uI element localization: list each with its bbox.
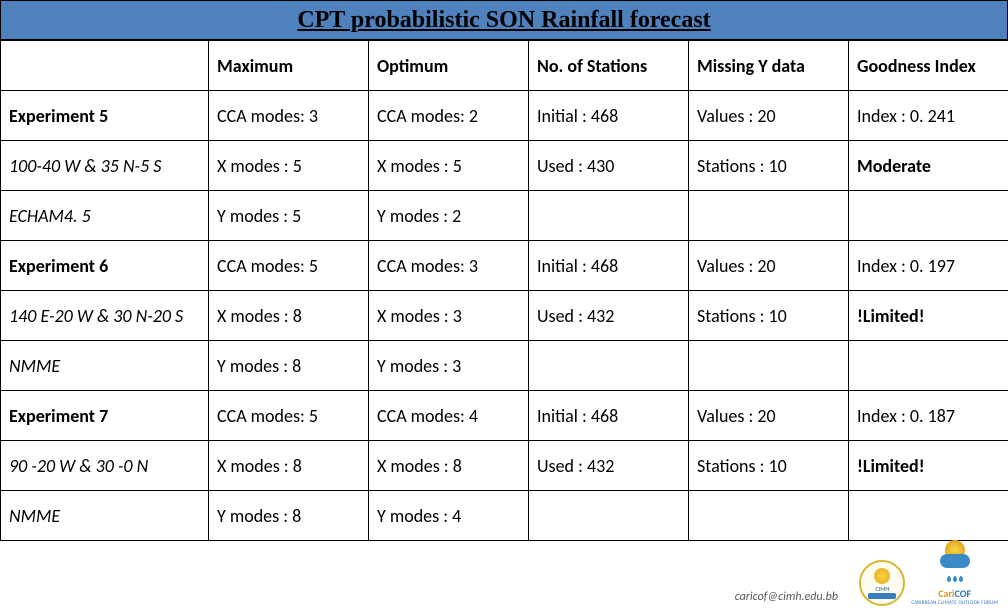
table-cell: Values : 20 — [689, 241, 849, 291]
table-cell: X modes : 8 — [209, 291, 369, 341]
table-row: 90 -20 W & 30 -0 NX modes : 8X modes : 8… — [1, 441, 1008, 491]
table-cell: NMME — [1, 341, 209, 391]
cimh-label: CIMH — [876, 585, 890, 593]
table-cell: Y modes : 3 — [369, 341, 529, 391]
table-cell: X modes : 3 — [369, 291, 529, 341]
table-cell — [849, 341, 1008, 391]
table-row: Experiment 5CCA modes: 3CCA modes: 2Init… — [1, 91, 1008, 141]
table-cell: Index : 0. 187 — [849, 391, 1008, 441]
table-cell: X modes : 5 — [209, 141, 369, 191]
table-row: Experiment 6CCA modes: 5CCA modes: 3Init… — [1, 241, 1008, 291]
table-cell: Experiment 6 — [1, 241, 209, 291]
table-cell: Experiment 7 — [1, 391, 209, 441]
table-cell: Stations : 10 — [689, 141, 849, 191]
footer-email: caricof@cimh.edu.bb — [735, 590, 838, 604]
table-cell: Initial : 468 — [529, 391, 689, 441]
table-cell: Experiment 5 — [1, 91, 209, 141]
table-cell: Y modes : 5 — [209, 191, 369, 241]
wave-icon — [868, 593, 896, 599]
forecast-table: MaximumOptimumNo. of StationsMissing Y d… — [0, 40, 1008, 541]
table-cell — [849, 491, 1008, 541]
caricof-sublabel: CARIBBEAN CLIMATE OUTLOOK FORUM — [911, 600, 998, 606]
col-header-1: Maximum — [209, 41, 369, 91]
table-cell: CCA modes: 5 — [209, 241, 369, 291]
table-head: MaximumOptimumNo. of StationsMissing Y d… — [1, 41, 1008, 91]
table-cell — [689, 491, 849, 541]
table-cell: CCA modes: 5 — [209, 391, 369, 441]
table-cell: Y modes : 8 — [209, 491, 369, 541]
rain-drops-icon — [946, 568, 964, 587]
table-cell: Index : 0. 241 — [849, 91, 1008, 141]
table-cell: Moderate — [849, 141, 1008, 191]
table-row: NMMEY modes : 8Y modes : 3 — [1, 341, 1008, 391]
table-cell: Y modes : 2 — [369, 191, 529, 241]
table-cell: Stations : 10 — [689, 441, 849, 491]
table-row: Experiment 7CCA modes: 5CCA modes: 4Init… — [1, 391, 1008, 441]
table-cell: X modes : 8 — [209, 441, 369, 491]
logo-area: CIMH CariCOF CARIBBEAN CLIMATE OUTLOOK F… — [859, 540, 998, 606]
table-cell: CCA modes: 3 — [209, 91, 369, 141]
table-cell: !Limited! — [849, 291, 1008, 341]
table-cell: Initial : 468 — [529, 91, 689, 141]
table-cell: X modes : 5 — [369, 141, 529, 191]
table-cell: X modes : 8 — [369, 441, 529, 491]
page-title: CPT probabilistic SON Rainfall forecast — [297, 7, 710, 34]
table-cell: Initial : 468 — [529, 241, 689, 291]
table-row: NMMEY modes : 8Y modes : 4 — [1, 491, 1008, 541]
caricof-label: CariCOF — [938, 587, 971, 600]
table-row: 140 E-20 W & 30 N-20 SX modes : 8X modes… — [1, 291, 1008, 341]
table-cell — [529, 341, 689, 391]
table-cell: ECHAM4. 5 — [1, 191, 209, 241]
col-header-5: Goodness Index — [849, 41, 1008, 91]
table-cell: Used : 432 — [529, 291, 689, 341]
col-header-0 — [1, 41, 209, 91]
table-cell: 140 E-20 W & 30 N-20 S — [1, 291, 209, 341]
table-cell — [529, 191, 689, 241]
table-cell: CCA modes: 3 — [369, 241, 529, 291]
col-header-3: No. of Stations — [529, 41, 689, 91]
table-cell: 90 -20 W & 30 -0 N — [1, 441, 209, 491]
table-cell: 100-40 W & 35 N-5 S — [1, 141, 209, 191]
table-cell: Used : 430 — [529, 141, 689, 191]
col-header-4: Missing Y data — [689, 41, 849, 91]
sun-icon — [874, 568, 890, 584]
table-cell: Used : 432 — [529, 441, 689, 491]
table-cell: NMME — [1, 491, 209, 541]
caricof-logo-icon: CariCOF CARIBBEAN CLIMATE OUTLOOK FORUM — [911, 540, 998, 606]
table-row: 100-40 W & 35 N-5 SX modes : 5X modes : … — [1, 141, 1008, 191]
table-cell — [689, 341, 849, 391]
table-cell — [529, 491, 689, 541]
table-cell: Y modes : 4 — [369, 491, 529, 541]
table-row: ECHAM4. 5Y modes : 5Y modes : 2 — [1, 191, 1008, 241]
table-body: Experiment 5CCA modes: 3CCA modes: 2Init… — [1, 91, 1008, 541]
cimh-logo-icon: CIMH — [859, 560, 905, 606]
col-header-2: Optimum — [369, 41, 529, 91]
table-cell: Y modes : 8 — [209, 341, 369, 391]
table-cell: CCA modes: 4 — [369, 391, 529, 441]
table-cell: Index : 0. 197 — [849, 241, 1008, 291]
table-cell: Stations : 10 — [689, 291, 849, 341]
table-cell: Values : 20 — [689, 391, 849, 441]
table-cell: CCA modes: 2 — [369, 91, 529, 141]
title-bar: CPT probabilistic SON Rainfall forecast — [0, 0, 1008, 40]
table-cell — [689, 191, 849, 241]
table-cell — [849, 191, 1008, 241]
header-row: MaximumOptimumNo. of StationsMissing Y d… — [1, 41, 1008, 91]
cloud-icon — [940, 554, 970, 568]
table-cell: !Limited! — [849, 441, 1008, 491]
table-cell: Values : 20 — [689, 91, 849, 141]
